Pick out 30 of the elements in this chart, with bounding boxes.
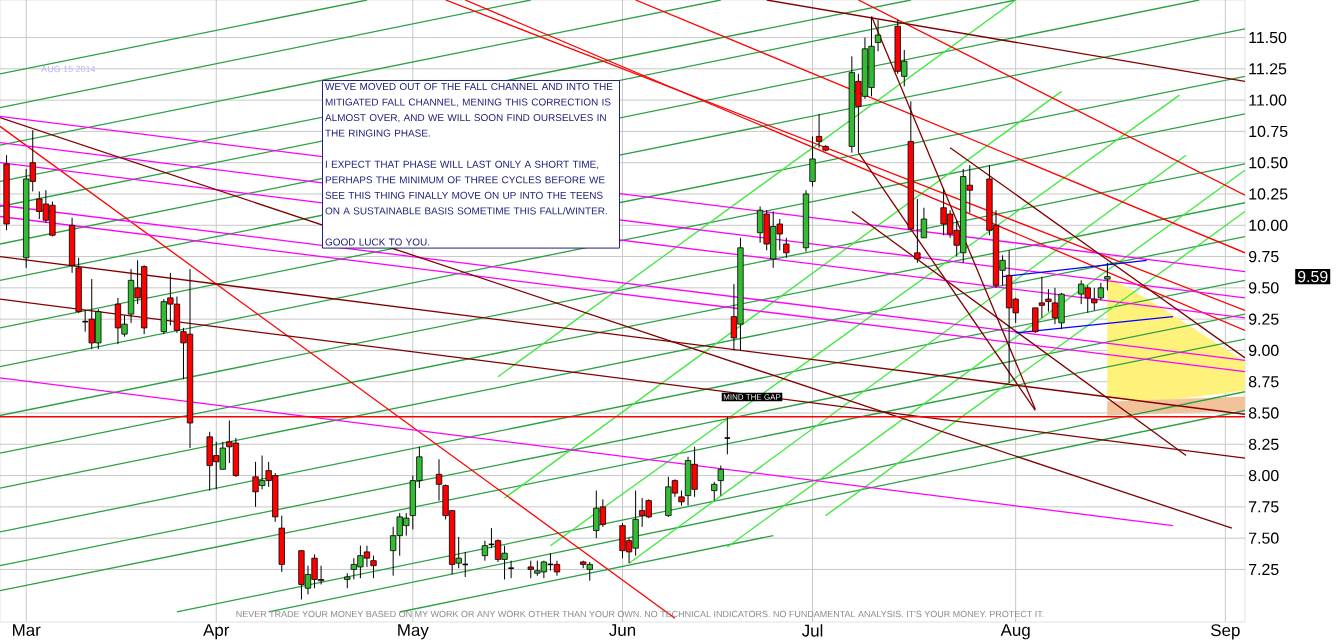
annotation: WE'VE MOVED OUT OF THE FALL CHANNEL AND INTO THE MITIGATED FALL CHANNEL, MENING THIS CORRECTION IS ALMOST OVER, AND WE WILL SOON FIND OURSELVES IN THE RINGING PHASE. <box>325 82 613 137</box>
y-tick-label: 8.00 <box>1248 469 1279 482</box>
y-tick-label: 7.75 <box>1249 501 1279 513</box>
text: AUG 15 2014 <box>41 65 96 73</box>
y-tick-label: 11.50 <box>1249 31 1287 44</box>
y-tick-label: 8.50 <box>1248 407 1279 419</box>
y-tick-label: 11.25 <box>1249 63 1287 75</box>
y-tick-label: 9.50 <box>1248 282 1279 294</box>
y-tick-label: 8.25 <box>1248 438 1279 450</box>
text: 9.59 <box>1297 270 1328 283</box>
y-tick-label: 9.25 <box>1248 313 1279 325</box>
y-tick-label: 10.50 <box>1249 157 1288 169</box>
y-tick-label: 7.50 <box>1249 532 1279 544</box>
annotation: I EXPECT THAT PHASE WILL LAST ONLY A SHORT TIME, PERHAPS THE MINIMUM OF THREE CYCLES BEFORE WE SEE THIS THING FINALLY MOVE ON UP INTO THE TEENS ON A SUSTAINABLE BASIS SOMETIME THIS FALL/WINTER. <box>325 160 607 215</box>
x-tick-label: Sep <box>1211 624 1240 640</box>
y-tick-label: 10.75 <box>1249 125 1288 138</box>
y-tick-label: 7.25 <box>1249 563 1279 576</box>
x-tick-label: Aug <box>1000 624 1030 640</box>
annotation: GOOD LUCK TO YOU. <box>325 238 430 246</box>
x-tick-label: Jun <box>609 624 636 637</box>
x-tick-label: Apr <box>203 624 230 640</box>
x-tick-label: Jul <box>801 624 823 637</box>
y-tick-label: 8.75 <box>1248 376 1279 388</box>
y-tick-label: 11.00 <box>1249 94 1287 106</box>
x-tick-label: Mar <box>13 624 41 637</box>
y-tick-label: 10.00 <box>1249 219 1288 231</box>
y-tick-label: 9.00 <box>1248 344 1279 357</box>
y-tick-label: 10.25 <box>1249 188 1288 200</box>
y-tick-label: 9.75 <box>1248 250 1279 263</box>
x-tick-label: May <box>398 624 429 640</box>
